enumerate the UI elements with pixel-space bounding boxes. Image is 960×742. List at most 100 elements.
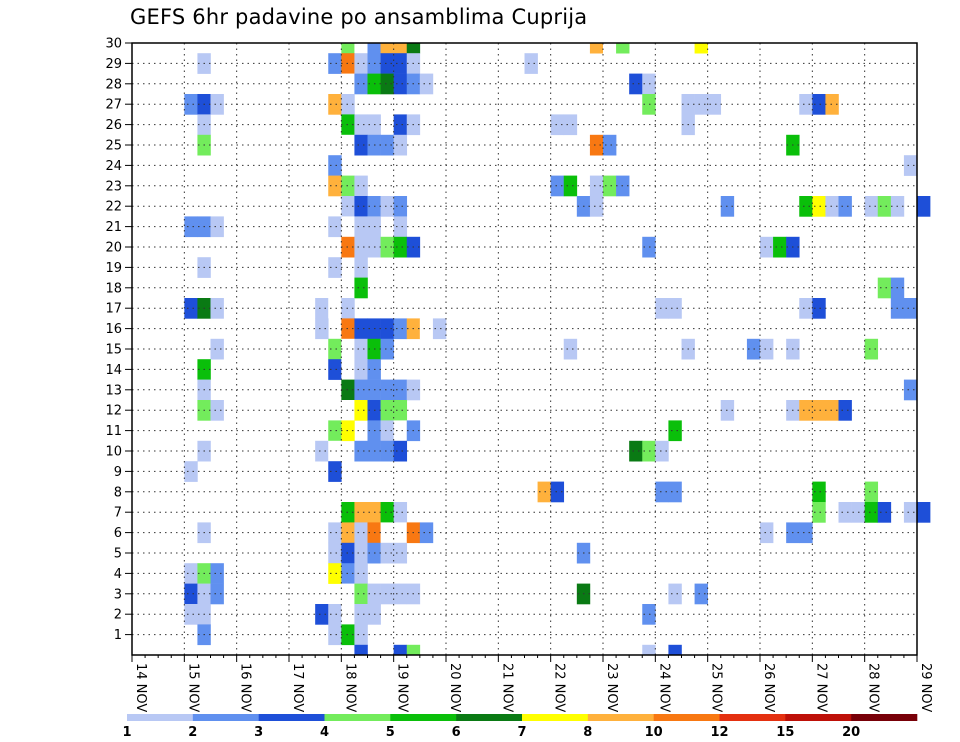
y-tick-label: 5 [114,547,122,562]
heatmap-cell [825,94,839,115]
heatmap-cell [315,298,329,319]
heatmap-cell [393,379,408,401]
legend-swatch [522,714,589,721]
heatmap-cell [393,216,408,238]
heatmap-cell [184,298,198,319]
heatmap-cell [563,114,578,136]
y-tick-label: 8 [114,485,122,500]
heatmap-cell [341,318,355,340]
y-tick-label: 22 [105,200,122,215]
legend-swatch [851,714,918,721]
y-tick-label: 12 [105,404,122,419]
heatmap-cell [341,542,355,564]
heatmap-cell [917,196,931,217]
heatmap-cell [864,196,879,217]
heatmap-cell [563,338,578,360]
heatmap-cell [354,175,368,197]
heatmap-cell [210,563,224,584]
heatmap-cell [812,196,826,217]
heatmap-cell [328,522,342,544]
y-tick-label: 27 [105,98,122,113]
heatmap-cell [341,298,355,319]
heatmap-cell [328,94,342,115]
heatmap-cell [655,481,669,503]
heatmap-cell [341,604,355,625]
heatmap-cell [184,583,198,605]
heatmap-cell [210,94,224,115]
heatmap-cell [432,318,447,340]
heatmap-cell [393,318,408,340]
heatmap-cell [550,481,565,503]
y-tick-label: 13 [105,383,122,398]
heatmap-cell [354,644,368,656]
heatmap-cell [812,94,826,115]
heatmap-cell [393,400,408,421]
heatmap-cell [354,624,368,646]
y-tick-label: 3 [114,587,122,602]
heatmap-cell [825,196,839,217]
heatmap-cell [341,624,355,646]
heatmap-cell [341,196,355,217]
legend-label: 3 [254,725,263,740]
heatmap-cell [341,400,355,421]
heatmap-cell [380,318,394,340]
heatmap-cell [341,502,355,523]
heatmap-cell [354,53,368,74]
heatmap-cell [328,563,342,584]
heatmap-cell [354,400,368,421]
y-tick-label: 4 [114,567,122,582]
heatmap-cell [629,440,643,462]
y-tick-label: 15 [105,343,122,358]
heatmap-cell [603,175,617,197]
x-tick-label: 17 NOV [290,663,305,712]
heatmap-cell [707,94,722,115]
legend-label: 4 [320,725,329,740]
heatmap-cell [760,236,774,258]
legend-label: 7 [517,725,526,740]
y-tick-label: 24 [105,159,122,174]
heatmap-cell [380,43,394,54]
heatmap-cell [354,43,368,54]
legend-swatch [324,714,391,721]
heatmap-cell [341,359,355,380]
legend-swatch [390,714,457,721]
heatmap-cell [877,277,892,299]
heatmap-cell [328,624,342,646]
heatmap-cell [393,420,408,442]
heatmap-cell [864,502,879,523]
x-tick-label: 24 NOV [656,663,671,712]
heatmap-cell [341,563,355,584]
legend-swatch [192,714,259,721]
x-tick-label: 15 NOV [185,663,200,712]
heatmap-cell [642,440,656,462]
heatmap-cell [393,53,408,74]
heatmap-cell [328,298,342,319]
heatmap-cell [393,196,408,217]
legend-swatch [127,714,194,721]
heatmap-cell [799,400,813,421]
y-tick-label: 28 [105,77,122,92]
heatmap-cell [838,196,852,217]
heatmap-cell [354,196,368,217]
heatmap-cell [380,583,394,605]
legend-label: 10 [645,725,663,740]
heatmap-cell [380,440,394,462]
heatmap-cell [603,134,617,156]
heatmap-cell [354,522,368,544]
heatmap-cell [589,43,604,54]
heatmap-cell [354,379,368,401]
heatmap-cell [694,94,708,115]
heatmap-cell [393,73,408,95]
heatmap-cell [380,196,394,217]
heatmap-cell [799,298,813,319]
heatmap-cell [799,522,813,544]
legend-label: 2 [188,725,197,740]
heatmap-cell [393,134,408,156]
heatmap-cell [642,73,656,95]
heatmap-cell [393,236,408,258]
heatmap-cell [380,53,394,74]
legend-swatch [587,714,654,721]
heatmap-cell [773,236,787,258]
heatmap-cell [380,420,394,442]
heatmap-cell [354,583,368,605]
